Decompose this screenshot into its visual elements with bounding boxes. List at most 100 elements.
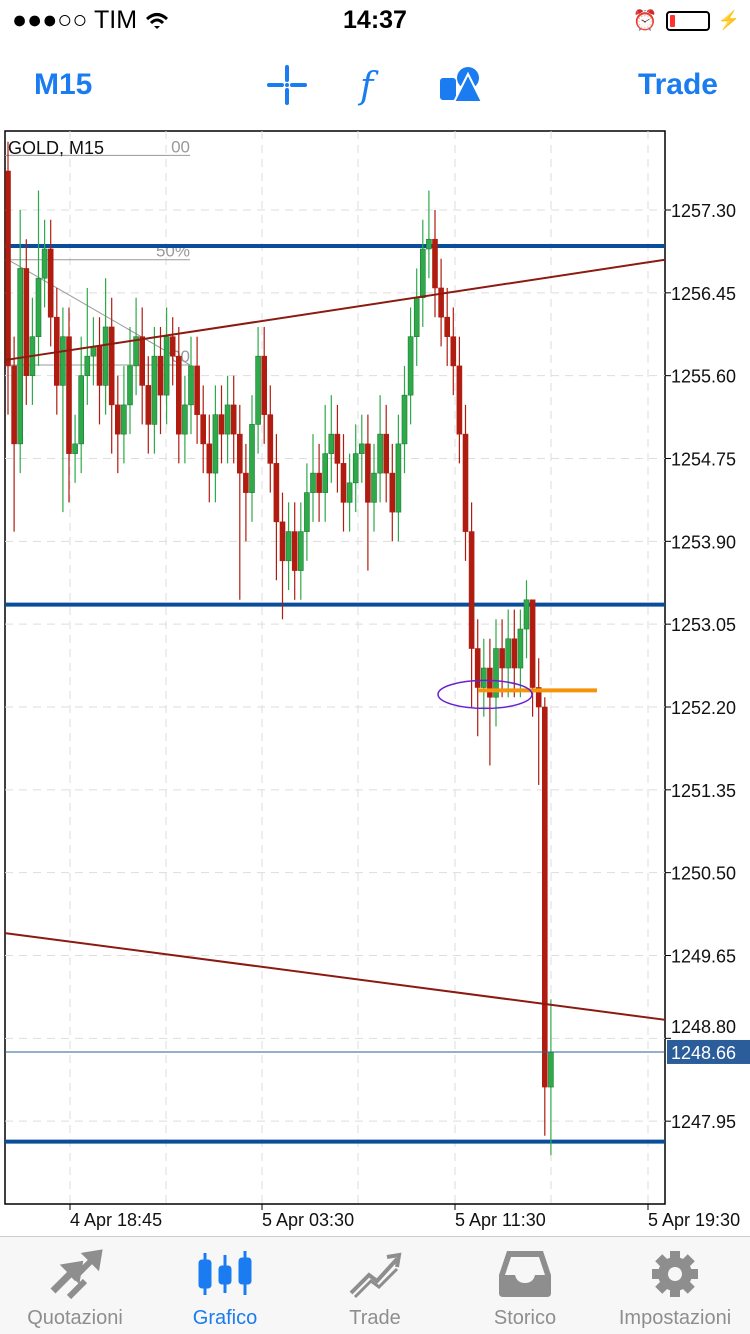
history-tray-icon xyxy=(499,1251,551,1297)
fibonacci-label: 00 xyxy=(171,137,190,156)
candle xyxy=(322,453,329,493)
trade-button[interactable]: Trade xyxy=(637,68,718,101)
price-label: 1252.20 xyxy=(671,698,736,718)
time-label: 5 Apr 03:30 xyxy=(262,1210,354,1230)
price-label: 1255.60 xyxy=(671,367,736,387)
candle xyxy=(438,287,444,318)
candle xyxy=(133,336,139,367)
candle xyxy=(121,404,127,435)
candle xyxy=(255,355,261,425)
candle xyxy=(426,238,432,250)
candle xyxy=(493,648,499,698)
candle xyxy=(11,365,17,445)
price-label: 1251.35 xyxy=(671,781,736,801)
candle xyxy=(261,355,268,415)
chart-toolbar: M15 f Trade xyxy=(0,50,750,120)
candle xyxy=(401,394,408,445)
candle xyxy=(206,443,213,474)
time-label: 4 Apr 18:45 xyxy=(70,1210,162,1230)
candle xyxy=(273,463,280,523)
candle xyxy=(182,404,188,435)
time-label: 5 Apr 11:30 xyxy=(455,1210,546,1230)
objects-icon[interactable] xyxy=(438,64,482,106)
candle xyxy=(218,414,225,435)
candle xyxy=(450,336,457,367)
tab-label: Grafico xyxy=(192,1307,258,1329)
candle xyxy=(23,268,30,376)
candle xyxy=(468,531,475,649)
candle xyxy=(72,443,78,454)
price-label: 1247.95 xyxy=(671,1112,736,1132)
time-label: 5 Apr 19:30 xyxy=(648,1210,740,1230)
candle xyxy=(163,336,170,396)
current-price-label: 1248.66 xyxy=(671,1043,736,1063)
clock: 14:37 xyxy=(343,6,407,34)
tab-impostazioni[interactable]: Impostazioni xyxy=(600,1237,750,1334)
candle xyxy=(462,433,469,532)
candle xyxy=(377,433,383,474)
crosshair-icon[interactable] xyxy=(266,64,308,106)
timeframe-button[interactable]: M15 xyxy=(34,68,93,101)
candle xyxy=(194,365,200,415)
candle xyxy=(176,355,182,435)
candle xyxy=(78,375,84,445)
candle xyxy=(139,336,145,386)
price-label: 1248.80 xyxy=(671,1017,736,1037)
tab-quotazioni[interactable]: Quotazioni xyxy=(0,1237,150,1334)
candle xyxy=(334,433,341,464)
tab-bar: Quotazioni Grafico Trade Storico Imposta… xyxy=(0,1236,750,1334)
indicator-f-icon[interactable]: f xyxy=(356,64,390,106)
alarm-icon: ⏰ xyxy=(632,10,658,32)
candle xyxy=(230,404,237,435)
wifi-icon xyxy=(146,12,169,29)
candle xyxy=(151,355,158,425)
candle xyxy=(285,531,292,562)
candle xyxy=(169,336,176,357)
candle xyxy=(365,443,371,503)
price-label: 1250.50 xyxy=(671,864,736,884)
candle xyxy=(316,472,322,493)
candle xyxy=(115,404,121,435)
candle xyxy=(212,414,219,474)
candle xyxy=(517,628,524,669)
candle xyxy=(511,638,518,669)
tab-label: Trade xyxy=(349,1307,401,1329)
candle xyxy=(66,336,72,454)
trendline xyxy=(4,932,666,1021)
candle xyxy=(383,433,390,474)
current-price-badge xyxy=(667,1039,750,1064)
tab-label: Quotazioni xyxy=(27,1307,123,1329)
candle xyxy=(419,248,426,299)
candle xyxy=(499,648,505,669)
price-label: 1253.90 xyxy=(671,532,736,552)
price-label: 1254.75 xyxy=(671,449,736,469)
candle xyxy=(310,472,316,493)
candle xyxy=(340,463,347,503)
candle xyxy=(200,414,206,445)
candle xyxy=(456,365,463,435)
candle xyxy=(541,706,548,1088)
candle xyxy=(389,472,396,513)
candle xyxy=(297,531,304,571)
tab-trade[interactable]: Trade xyxy=(300,1237,450,1334)
candle xyxy=(346,482,353,503)
price-chart[interactable]: 1257.30 1256.45 1255.60 1254.75 1253.90 1253.… xyxy=(0,128,750,1234)
candle xyxy=(474,648,481,688)
candles-icon xyxy=(198,1251,252,1295)
tab-grafico[interactable]: Grafico xyxy=(150,1237,300,1334)
candle xyxy=(523,599,530,630)
status-bar: ●●●○○ TIM 14:37 ⏰ ⚡ xyxy=(0,0,750,40)
candle xyxy=(249,424,255,493)
candle xyxy=(291,531,298,571)
candle xyxy=(157,355,164,396)
candle xyxy=(279,521,286,562)
tab-label: Storico xyxy=(493,1307,557,1329)
ellipse-drawing xyxy=(437,679,533,710)
candle xyxy=(432,238,438,289)
candle xyxy=(5,170,11,367)
tab-storico[interactable]: Storico xyxy=(450,1237,600,1334)
candle xyxy=(407,336,414,396)
tab-label: Impostazioni xyxy=(618,1307,732,1329)
candle xyxy=(96,346,103,386)
trendline xyxy=(4,258,666,362)
